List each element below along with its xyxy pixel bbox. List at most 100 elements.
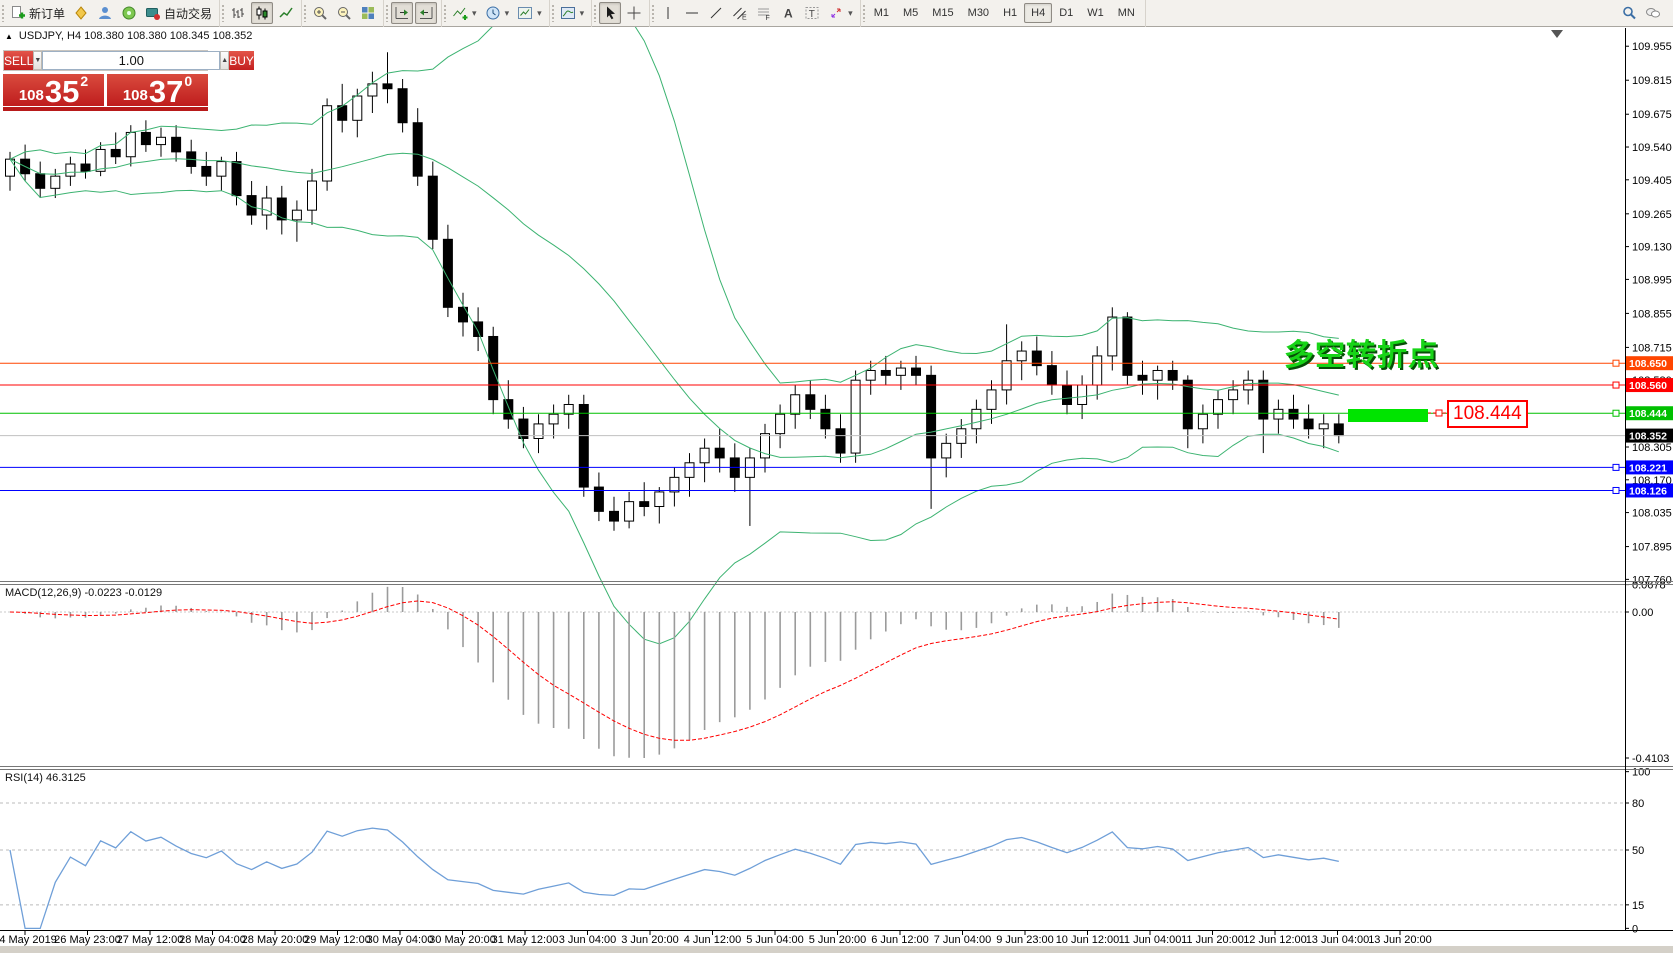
bear-candle: [911, 367, 921, 376]
timeframe-m30[interactable]: M30: [961, 3, 996, 23]
price-tick-label: 107.895: [1632, 542, 1672, 554]
profile-button[interactable]: [94, 2, 116, 24]
bear-candle: [35, 173, 46, 189]
time-label: 11 Jun 20:00: [1181, 934, 1244, 946]
one-click-collapse-arrow[interactable]: ▲: [5, 31, 13, 41]
timeframe-m15[interactable]: M15: [925, 3, 960, 23]
label-button[interactable]: T: [801, 2, 823, 24]
price-label-box-text: 108.126: [1629, 485, 1667, 497]
rsi-axis-label: 80: [1632, 798, 1644, 810]
bear-candle: [593, 486, 604, 512]
timeframe-h4[interactable]: H4: [1024, 3, 1053, 23]
bear-candle: [171, 136, 182, 153]
zoom-in-button[interactable]: [309, 2, 331, 24]
signals-button[interactable]: [118, 2, 140, 24]
chart-shift-button[interactable]: [415, 2, 438, 24]
timeframe-d1-label: D1: [1059, 7, 1074, 19]
search-button[interactable]: [1618, 2, 1640, 24]
bear-candle: [276, 197, 287, 221]
timeframe-m5[interactable]: M5: [896, 3, 925, 23]
timeframe-w1[interactable]: W1: [1080, 3, 1111, 23]
trendline-button[interactable]: [705, 2, 727, 24]
bull-candle: [291, 209, 302, 221]
toolbar-group-8: E F A T ▾: [650, 0, 861, 27]
volume-increase-button[interactable]: ▲: [220, 51, 230, 70]
time-label: 27 May 12:00: [117, 934, 184, 946]
line-chart-button[interactable]: [275, 2, 297, 24]
price-tick-label: 108.715: [1632, 342, 1672, 354]
tile-windows-button[interactable]: [357, 2, 379, 24]
auto-scroll-button[interactable]: [391, 2, 414, 24]
price-label-box: [1626, 428, 1673, 443]
chart-profiles-button[interactable]: ▾: [557, 2, 588, 24]
sell-price-panel[interactable]: 108 35 2: [3, 74, 104, 107]
timeframe-mn[interactable]: MN: [1111, 3, 1142, 23]
vertical-line-button[interactable]: [657, 2, 679, 24]
indicators-icon: [452, 5, 468, 21]
templates-button[interactable]: ▾: [514, 2, 545, 24]
rsi-axis-label: 100: [1632, 767, 1650, 779]
chat-button[interactable]: [1642, 2, 1664, 24]
arrows-button[interactable]: ▾: [825, 2, 856, 24]
price-label-box-text: 108.560: [1629, 380, 1667, 392]
time-label: 5 Jun 04:00: [746, 934, 804, 946]
time-label: 12 Jun 12:00: [1243, 934, 1307, 946]
time-label: 24 May 2019: [0, 934, 57, 946]
new-order-button[interactable]: 新订单: [7, 2, 68, 24]
bull-candle: [50, 175, 61, 189]
timeframe-m1[interactable]: M1: [867, 3, 896, 23]
bear-candle: [110, 148, 121, 158]
horizontal-line-button[interactable]: [681, 2, 703, 24]
macd-axis-label: 0.00: [1632, 607, 1653, 619]
time-label: 28 May 20:00: [242, 934, 309, 946]
bull-candle: [1213, 399, 1223, 415]
metaeditor-button[interactable]: [70, 2, 92, 24]
dropdown-arrow-icon: ▾: [537, 7, 542, 18]
trendline-icon: [708, 5, 724, 21]
bar-chart-button[interactable]: [227, 2, 249, 24]
search-icon: [1621, 5, 1637, 21]
bear-candle: [1031, 350, 1042, 367]
bear-candle: [820, 408, 831, 430]
timeframe-h1[interactable]: H1: [996, 3, 1024, 23]
buy-price-panel[interactable]: 108 37 0: [107, 74, 208, 107]
volume-input[interactable]: [42, 51, 221, 70]
bear-candle: [1137, 374, 1148, 381]
text-button[interactable]: A: [777, 2, 799, 24]
price-tick-label: 109.815: [1632, 75, 1672, 87]
buy-button[interactable]: BUY: [229, 51, 254, 70]
candlestick-chart-button[interactable]: [251, 2, 274, 24]
auto-scroll-icon: [394, 5, 410, 21]
timeframe-d1[interactable]: D1: [1052, 3, 1080, 23]
svg-text:T: T: [809, 9, 815, 20]
timeframe-mn-label: MN: [1117, 7, 1135, 19]
sell-button[interactable]: SELL: [4, 51, 34, 70]
bear-candle: [1167, 369, 1178, 381]
indicators-button[interactable]: ▾: [449, 2, 480, 24]
bull-candle: [941, 442, 952, 459]
time-label: 30 May 04:00: [367, 934, 434, 946]
bull-candle: [5, 158, 15, 177]
sell-price-handle: 108: [18, 87, 44, 104]
cursor-button[interactable]: [599, 2, 622, 24]
zoom-out-button[interactable]: [333, 2, 355, 24]
bull-candle: [1152, 369, 1163, 381]
bull-candle: [1107, 316, 1118, 357]
time-label: 28 May 04:00: [179, 934, 246, 946]
price-label-box-text: 108.352: [1629, 431, 1667, 443]
volume-decrease-button[interactable]: ▼: [33, 51, 43, 70]
trade-prices-row: 108 35 2 108 37 0: [3, 74, 208, 107]
profile-icon: [97, 5, 113, 21]
bear-candle: [458, 306, 468, 323]
equidistant-channel-button[interactable]: E: [729, 2, 751, 24]
autotrading-button[interactable]: 自动交易: [142, 2, 215, 24]
bear-candle: [80, 163, 91, 172]
rsi-axis-label: 50: [1632, 845, 1644, 857]
fibonacci-button[interactable]: F: [753, 2, 775, 24]
bull-candle: [895, 367, 906, 376]
bull-candle: [533, 423, 544, 439]
periods-button[interactable]: ▾: [482, 2, 513, 24]
price-label-box: [1626, 406, 1673, 421]
crosshair-button[interactable]: [623, 2, 645, 24]
